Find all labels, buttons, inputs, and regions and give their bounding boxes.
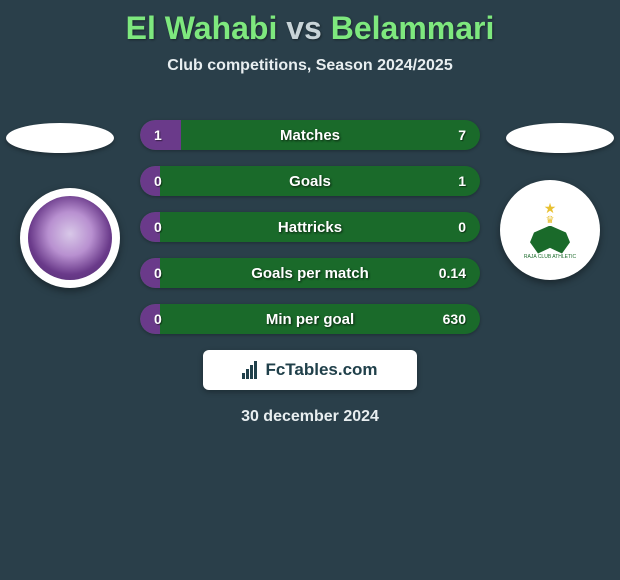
left-club-badge	[20, 188, 120, 288]
stat-row: 01Goals	[140, 166, 480, 196]
badge-text: RAJA CLUB ATHLETIC	[524, 254, 576, 260]
stat-label: Goals per match	[140, 265, 480, 282]
stat-row: 17Matches	[140, 120, 480, 150]
stat-row: 0630Min per goal	[140, 304, 480, 334]
stat-label: Hattricks	[140, 219, 480, 236]
title-vs: vs	[286, 10, 322, 46]
page-title: El Wahabi vs Belammari	[0, 0, 620, 47]
subtitle: Club competitions, Season 2024/2025	[0, 57, 620, 75]
crown-icon: ♛	[546, 215, 555, 226]
stat-bars: 17Matches 01Goals 00Hattricks 00.14Goals pe…	[140, 120, 480, 350]
bars-icon	[242, 361, 257, 379]
stat-label: Matches	[140, 127, 480, 144]
eagle-icon	[530, 226, 570, 254]
date-line: 30 december 2024	[0, 408, 620, 426]
right-club-badge: ★ ♛ RAJA CLUB ATHLETIC	[500, 180, 600, 280]
left-team-pill	[6, 123, 114, 153]
stat-label: Goals	[140, 173, 480, 190]
stat-row: 00Hattricks	[140, 212, 480, 242]
brand-box[interactable]: FcTables.com	[203, 350, 417, 390]
right-club-logo-icon: ★ ♛ RAJA CLUB ATHLETIC	[508, 188, 592, 272]
stat-row: 00.14Goals per match	[140, 258, 480, 288]
title-right: Belammari	[331, 10, 495, 46]
title-left: El Wahabi	[126, 10, 278, 46]
left-club-logo-icon	[28, 196, 112, 280]
star-icon: ★	[544, 201, 557, 215]
brand-text: FcTables.com	[265, 360, 377, 380]
right-team-pill	[506, 123, 614, 153]
stat-label: Min per goal	[140, 311, 480, 328]
